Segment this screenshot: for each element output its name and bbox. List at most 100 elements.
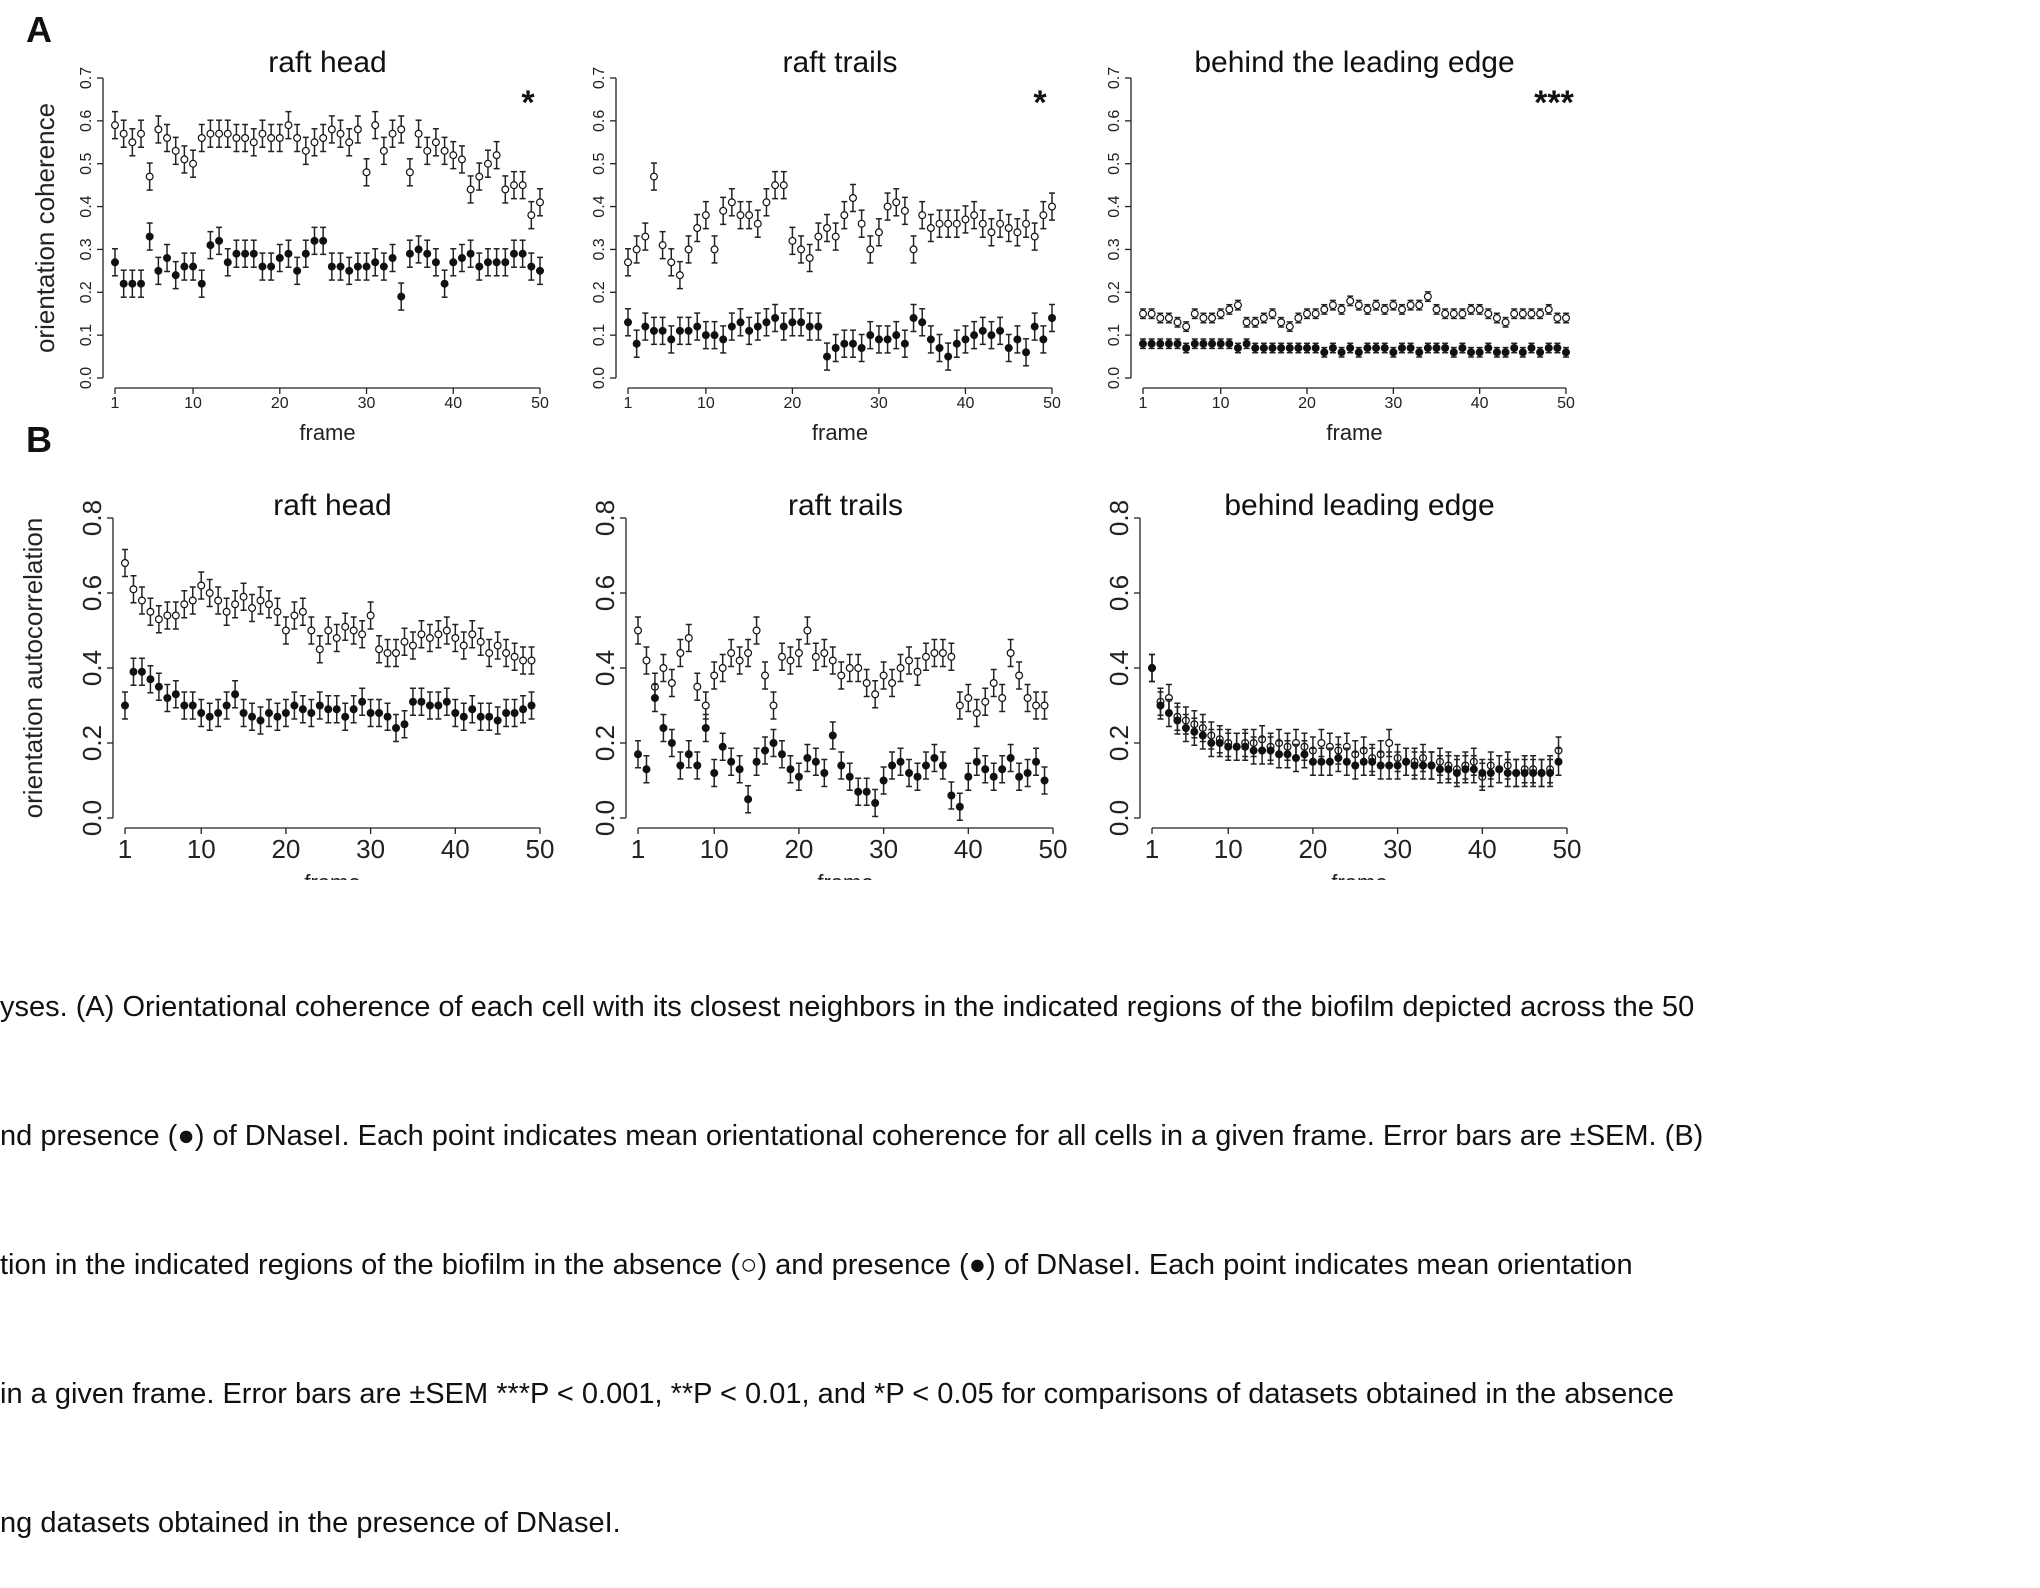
data-point xyxy=(258,262,267,271)
data-point xyxy=(1561,314,1570,323)
data-point xyxy=(451,708,460,717)
data-point xyxy=(431,138,440,147)
data-point xyxy=(1334,753,1343,762)
data-point xyxy=(1277,344,1286,353)
data-point xyxy=(501,185,510,194)
data-point xyxy=(267,262,276,271)
data-point xyxy=(275,134,284,143)
data-point xyxy=(930,753,939,762)
data-point xyxy=(1164,708,1173,717)
data-point xyxy=(492,258,501,267)
data-point xyxy=(998,693,1007,702)
data-point xyxy=(771,314,780,323)
data-point xyxy=(110,121,119,130)
data-point xyxy=(786,656,795,665)
data-point xyxy=(417,630,426,639)
data-point xyxy=(405,168,414,177)
data-point xyxy=(163,134,172,143)
data-point xyxy=(701,701,710,710)
data-point xyxy=(1393,761,1402,770)
data-point xyxy=(442,626,451,635)
data-point xyxy=(264,708,273,717)
data-point xyxy=(1510,344,1519,353)
data-point xyxy=(154,125,163,134)
y-axis-label: orientation coherence xyxy=(30,103,60,353)
data-point xyxy=(854,663,863,672)
x-tick-label: 50 xyxy=(1553,834,1582,864)
data-point xyxy=(1458,344,1467,353)
data-point xyxy=(684,245,693,254)
data-point xyxy=(1368,757,1377,766)
data-point xyxy=(1225,339,1234,348)
data-point xyxy=(527,656,536,665)
data-point xyxy=(241,134,250,143)
x-tick-label: 30 xyxy=(356,834,385,864)
data-point xyxy=(1241,742,1250,751)
data-point xyxy=(1484,344,1493,353)
data-point xyxy=(857,219,866,228)
data-point xyxy=(197,708,206,717)
data-point xyxy=(769,738,778,747)
data-point xyxy=(1328,301,1337,310)
data-point xyxy=(1224,742,1233,751)
data-point xyxy=(1544,305,1553,314)
chart-panel: raft trails 1 10 20 30 40 50 frame 0.0 0.2 0.4 0.6 0… xyxy=(590,489,1067,880)
data-point xyxy=(128,138,137,147)
y-tick-label: 0.4 xyxy=(78,195,95,217)
data-point xyxy=(1346,344,1355,353)
data-point xyxy=(952,219,961,228)
caption-line: yses. (A) Orientational coherence of eac… xyxy=(0,991,1695,1023)
data-point xyxy=(189,262,198,271)
data-point xyxy=(392,648,401,657)
x-tick-label: 30 xyxy=(358,395,376,412)
data-point xyxy=(129,667,138,676)
y-tick-label: 0.1 xyxy=(591,324,608,346)
x-tick-label: 50 xyxy=(526,834,555,864)
data-point xyxy=(623,258,632,267)
data-point xyxy=(214,708,223,717)
x-tick-label: 40 xyxy=(441,834,470,864)
data-point xyxy=(509,181,518,190)
y-tick-label: 0.0 xyxy=(77,800,107,836)
data-point xyxy=(362,262,371,271)
data-point xyxy=(632,245,641,254)
x-tick-label: 10 xyxy=(187,834,216,864)
data-point xyxy=(493,716,502,725)
data-point xyxy=(883,202,892,211)
data-point xyxy=(449,258,458,267)
data-point xyxy=(1022,348,1031,357)
data-point xyxy=(468,630,477,639)
y-tick-label: 0.5 xyxy=(78,152,95,174)
data-point xyxy=(510,708,519,717)
data-point xyxy=(892,198,901,207)
data-point xyxy=(1536,348,1545,357)
data-point xyxy=(955,701,964,710)
x-tick-label: 1 xyxy=(118,834,132,864)
data-point xyxy=(154,266,163,275)
x-tick-label: 40 xyxy=(1468,834,1497,864)
data-point xyxy=(684,750,693,759)
data-point xyxy=(188,701,197,710)
data-point xyxy=(981,697,990,706)
data-point xyxy=(840,211,849,220)
data-point xyxy=(1363,344,1372,353)
data-point xyxy=(814,322,823,331)
data-point xyxy=(1467,305,1476,314)
x-tick-label: 1 xyxy=(111,395,120,412)
data-point xyxy=(1467,348,1476,357)
data-point xyxy=(1441,309,1450,318)
data-point xyxy=(727,757,736,766)
series-presence-filled xyxy=(1147,653,1563,788)
data-point xyxy=(786,765,795,774)
data-point xyxy=(1518,309,1527,318)
data-point xyxy=(684,326,693,335)
data-point xyxy=(171,690,180,699)
data-point xyxy=(298,705,307,714)
data-point xyxy=(205,588,214,597)
data-point xyxy=(1300,750,1309,759)
data-point xyxy=(468,705,477,714)
data-point xyxy=(349,626,358,635)
data-point xyxy=(371,121,380,130)
data-point xyxy=(909,245,918,254)
data-point xyxy=(154,682,163,691)
